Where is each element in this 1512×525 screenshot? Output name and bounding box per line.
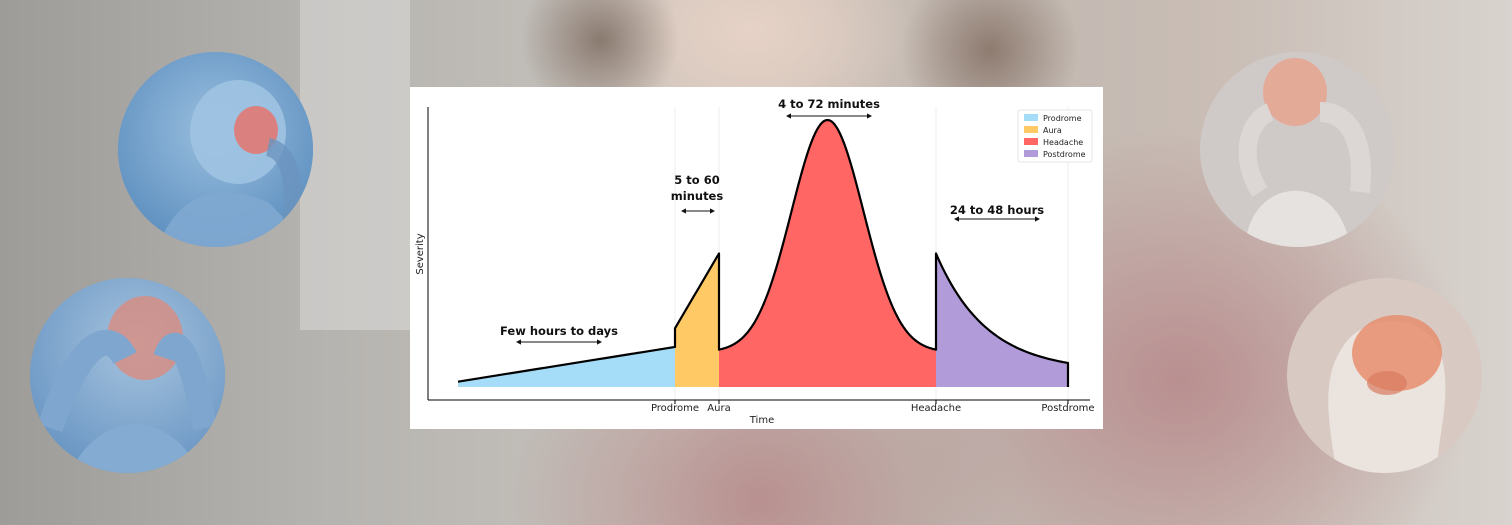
head-pain-illustration-bottom-left — [30, 278, 225, 473]
arrow-aura — [681, 208, 715, 214]
severity-curve — [457, 118, 1070, 387]
area-prodrome — [458, 346, 675, 387]
arrow-prodrome — [516, 339, 602, 345]
x-tick-labels: Prodrome Aura Headache Postdrome — [651, 403, 1095, 414]
area-postdrome — [936, 253, 1068, 387]
arrow-headache — [786, 113, 872, 119]
legend-label-prodrome: Prodrome — [1043, 114, 1082, 123]
x-tick-marks — [674, 400, 1069, 404]
brain-profile-illustration-bottom-right — [1287, 278, 1482, 473]
x-axis-label: Time — [749, 415, 774, 426]
area-headache — [719, 120, 936, 387]
arrow-postdrome — [954, 216, 1040, 222]
head-pain-illustration-top-right — [1200, 52, 1395, 247]
legend-swatch-headache — [1024, 138, 1038, 145]
chart-svg: Prodrome Aura Headache Postdrome Time Se… — [415, 97, 1095, 426]
legend: Prodrome Aura Headache Postdrome — [1017, 109, 1093, 163]
x-tick-prodrome: Prodrome — [651, 403, 699, 414]
migraine-phases-chart: Prodrome Aura Headache Postdrome Time Se… — [410, 87, 1103, 429]
legend-label-postdrome: Postdrome — [1043, 150, 1086, 159]
legend-label-aura: Aura — [1043, 126, 1062, 135]
series-areas — [458, 120, 1068, 387]
x-tick-aura: Aura — [707, 403, 730, 414]
x-tick-postdrome: Postdrome — [1041, 403, 1094, 414]
annotation-aura-line1: 5 to 60 — [674, 173, 719, 187]
window-light — [300, 0, 410, 330]
legend-box — [1017, 109, 1093, 163]
annotation-aura-line2: minutes — [671, 189, 724, 203]
legend-swatch-prodrome — [1024, 114, 1038, 121]
duration-arrows — [516, 113, 1040, 345]
legend-swatch-postdrome — [1024, 150, 1038, 157]
y-axis-label: Severity — [415, 233, 426, 274]
x-tick-headache: Headache — [911, 403, 961, 414]
annotation-headache: 4 to 72 minutes — [778, 97, 880, 111]
legend-swatch-aura — [1024, 126, 1038, 133]
annotation-prodrome: Few hours to days — [500, 324, 618, 338]
head-pain-illustration-top-left — [118, 52, 313, 247]
area-aura — [675, 253, 719, 387]
annotation-postdrome: 24 to 48 hours — [950, 203, 1044, 217]
duration-annotations: Few hours to days 5 to 60 minutes 4 to 7… — [500, 97, 1044, 338]
legend-label-headache: Headache — [1043, 138, 1083, 147]
